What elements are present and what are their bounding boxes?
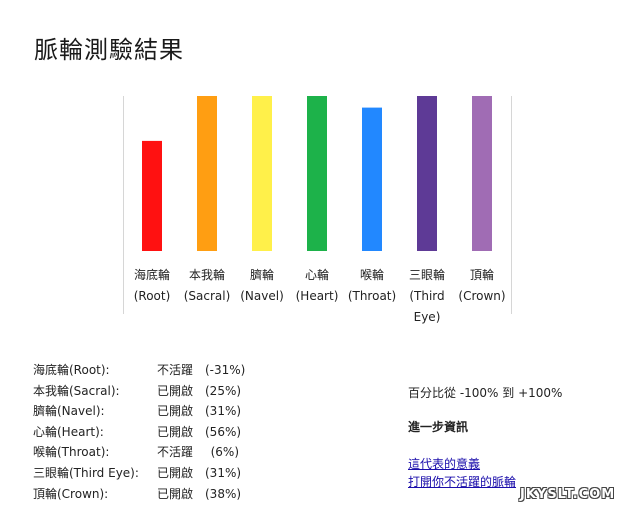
chakra-status: 已開啟 [157, 404, 194, 419]
site-watermark: JKYSLT.COM [520, 487, 616, 502]
page-title: 脈輪測驗結果 [34, 36, 184, 64]
chakra-status: 已開啟 [157, 383, 194, 398]
category-label-line: 海底輪 [133, 268, 170, 282]
category-label-line: 心輪 [304, 268, 329, 282]
chakra-name: 本我輪(Sacral): [33, 383, 120, 398]
chakra-status: 不活躍 [157, 445, 194, 460]
chakra-status: 已開啟 [157, 424, 194, 439]
category-label: 頂輪 (Crown) [454, 265, 510, 307]
chakra-name: 三眼輪(Third Eye): [33, 465, 139, 480]
chakra-status: 不活躍 [157, 363, 194, 377]
chakra-name: 喉輪(Throat): [33, 445, 110, 460]
chakra-name: 頂輪(Crown): [33, 486, 109, 501]
category-label-line: (Throat) [347, 289, 397, 303]
category-label-line: (Root) [133, 289, 171, 303]
category-label: 本我輪 (Sacral) [179, 265, 235, 307]
category-label-line: (Crown) [458, 289, 506, 303]
more-info-heading: 進一步資訊 [408, 420, 469, 434]
bar-4 [307, 96, 327, 251]
chart-plot-area [142, 96, 492, 251]
chakra-percent: (6%) [210, 445, 239, 460]
category-label-line: 本我輪 [188, 268, 225, 282]
category-label: 心輪 (Heart) [289, 265, 345, 307]
chakra-percent: (56%) [205, 424, 242, 439]
chakra-percent: (38%) [205, 486, 242, 501]
category-label-line: (Heart) [295, 289, 339, 303]
category-label-line: 三眼輪 [408, 268, 445, 282]
category-label: 三眼輪 (Third Eye) [399, 265, 455, 328]
bar-6 [417, 96, 437, 251]
chakra-percent: (25%) [205, 383, 242, 398]
category-label: 臍輪 (Navel) [234, 265, 290, 307]
range-note: 百分比從 -100% 到 +100% [408, 386, 563, 400]
category-label-line: 喉輪 [359, 268, 384, 282]
bar-5 [362, 107, 382, 251]
open-inactive-chakra-link[interactable]: 打開你不活躍的脈輪 [408, 475, 517, 489]
category-label-line: (Navel) [240, 289, 284, 303]
bar-3 [252, 96, 272, 251]
bar-2 [197, 96, 217, 251]
category-label-line: Eye) [413, 310, 441, 324]
bar-7 [472, 96, 492, 251]
category-label: 海底輪 (Root) [124, 265, 180, 307]
chakra-status: 已開啟 [157, 486, 194, 501]
bar-1 [142, 140, 162, 251]
chakra-name: 海底輪(Root): [33, 363, 110, 377]
chakra-status: 已開啟 [157, 465, 194, 480]
chakra-percent: (31%) [205, 465, 242, 480]
category-label-line: (Third [409, 289, 445, 303]
meaning-link[interactable]: 這代表的意義 [408, 457, 481, 471]
chakra-name: 臍輪(Navel): [33, 404, 105, 419]
category-label-line: 頂輪 [469, 268, 494, 282]
category-label: 喉輪 (Throat) [344, 265, 400, 307]
chakra-bar-chart: 海底輪 (Root) 本我輪 (Sacral) 臍輪 (Navel) 心輪 (Heart) 喉輪… [123, 96, 512, 324]
chakra-percent: (31%) [205, 404, 242, 419]
chakra-percent: (-31%) [205, 363, 246, 377]
category-label-line: (Sacral) [183, 289, 231, 303]
chakra-name: 心輪(Heart): [33, 424, 104, 439]
category-label-line: 臍輪 [249, 268, 274, 282]
